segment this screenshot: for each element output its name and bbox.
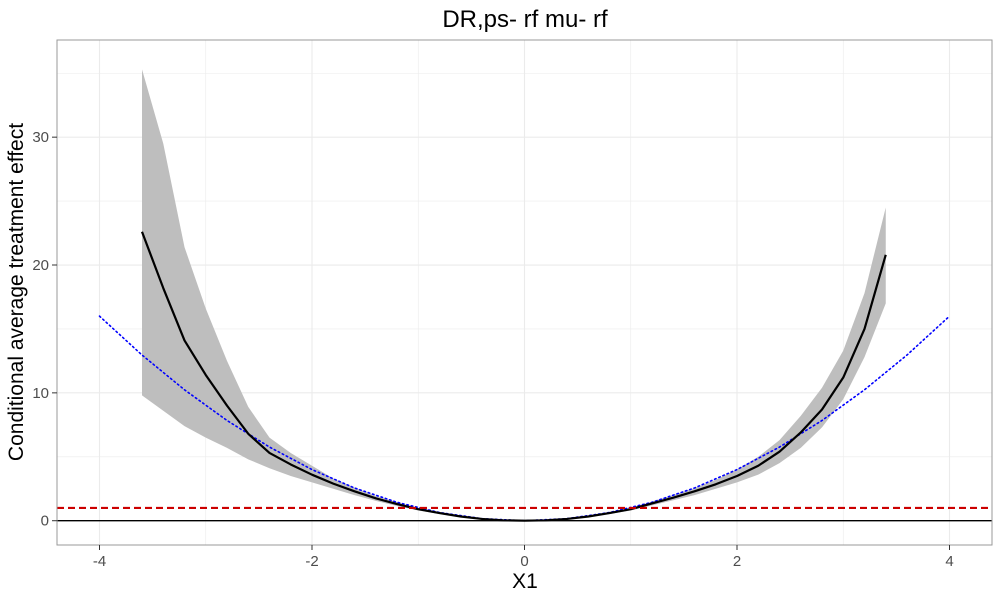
x-tick-label: 4 — [945, 553, 953, 570]
y-tick-label: 20 — [32, 257, 49, 274]
x-axis: -4 -2 0 2 4 — [93, 545, 954, 570]
y-tick-label: 10 — [32, 385, 49, 402]
y-axis: 0 10 20 30 — [32, 129, 57, 530]
x-axis-title: X1 — [512, 570, 538, 593]
y-axis-title: Conditional average treatment effect — [5, 123, 28, 461]
estimated-cate-line — [140, 231, 887, 522]
x-tick-label: 0 — [520, 553, 528, 570]
x-tick-label: 2 — [733, 553, 741, 570]
y-tick-label: 30 — [32, 129, 49, 146]
x-tick-label: -4 — [93, 553, 106, 570]
chart-title: DR,ps- rf mu- rf — [442, 6, 608, 33]
lines-layer — [57, 231, 992, 522]
y-tick-label: 0 — [41, 513, 49, 530]
x-tick-label: -2 — [305, 553, 318, 570]
